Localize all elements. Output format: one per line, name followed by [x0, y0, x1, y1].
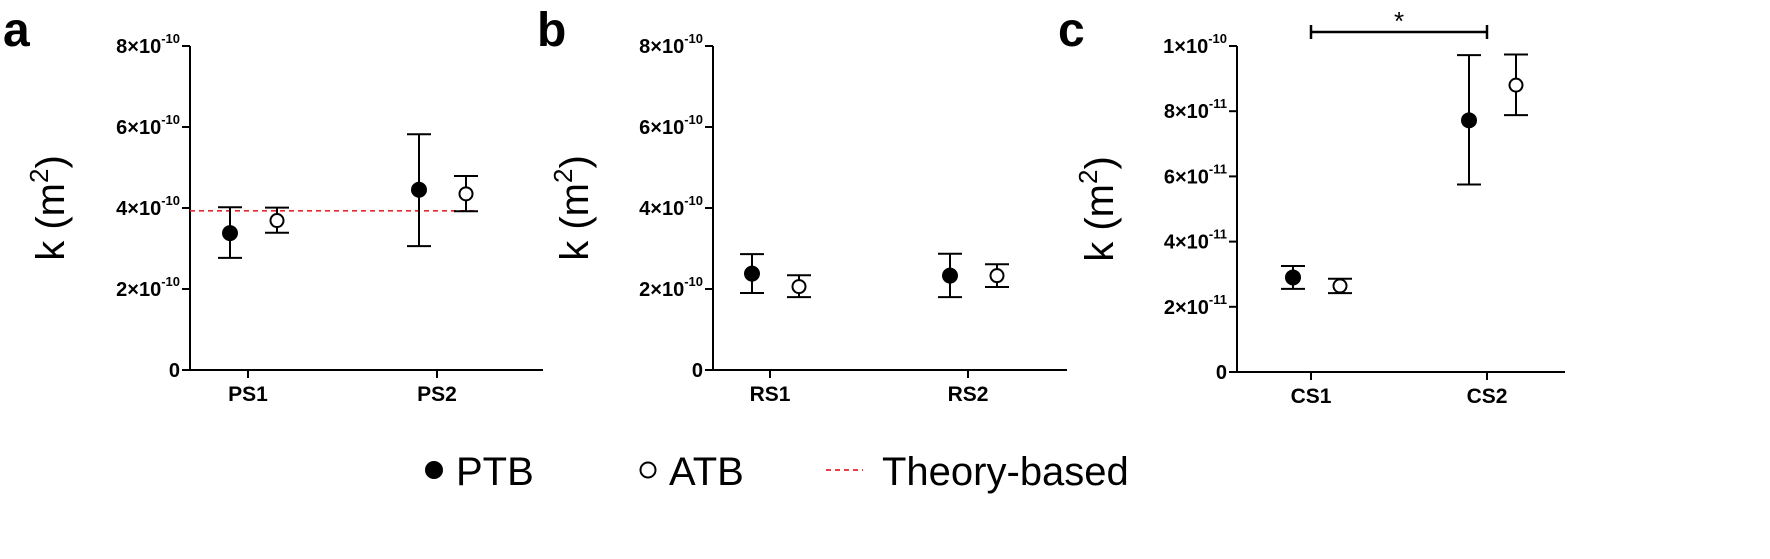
y-tick-label: 2×10-10: [116, 274, 180, 301]
data-point-ptb: [744, 265, 760, 282]
y-tick-label: 6×10-10: [116, 112, 180, 139]
y-tick-exponent: -10: [1208, 31, 1227, 46]
panel-letter: c: [1058, 4, 1085, 57]
y-tick-label: 0: [692, 360, 703, 382]
y-axis-title-close: ): [553, 155, 597, 168]
y-tick-mantissa: 2×10: [116, 279, 161, 301]
y-tick-exponent: -10: [684, 193, 703, 208]
y-tick-exponent: -11: [1209, 96, 1227, 111]
y-tick-label: 8×10-10: [116, 31, 180, 58]
x-category-label: CS1: [1291, 385, 1332, 408]
y-tick-exponent: -10: [684, 31, 703, 46]
y-tick-label: 6×10-10: [639, 112, 703, 139]
y-tick-mantissa: 8×10: [639, 36, 684, 58]
legend-label-theory-based: Theory-based: [882, 450, 1129, 494]
y-axis-title-base: k (m: [1078, 184, 1122, 262]
data-point-atb: [989, 268, 1005, 284]
y-tick-mantissa: 6×10: [639, 117, 684, 139]
y-tick-label: 1×10-10: [1163, 31, 1227, 58]
data-point-ptb: [942, 267, 958, 284]
y-tick-mantissa: 8×10: [1164, 101, 1209, 123]
x-category-label: PS2: [417, 383, 457, 406]
panel-c: c02×10-114×10-116×10-118×10-111×10-10CS1…: [1058, 4, 1565, 408]
data-point-atb: [458, 186, 474, 202]
data-point-ptb: [411, 181, 427, 198]
y-tick-mantissa: 2×10: [639, 279, 684, 301]
y-tick-exponent: -10: [161, 193, 180, 208]
y-tick-mantissa: 2×10: [1164, 297, 1209, 319]
significance-label: *: [1394, 6, 1404, 36]
y-tick-exponent: -10: [684, 274, 703, 289]
data-point-atb: [269, 213, 285, 229]
y-tick-exponent: -10: [684, 112, 703, 127]
legend-label-ptb: PTB: [456, 450, 534, 494]
legend-marker-atb: [639, 461, 657, 479]
y-tick-exponent: -11: [1209, 292, 1227, 307]
y-tick-label: 8×10-11: [1164, 96, 1227, 123]
x-category-label: PS1: [228, 383, 268, 406]
y-tick-mantissa: 4×10: [639, 198, 684, 220]
y-tick-mantissa: 0: [169, 360, 180, 382]
x-category-label: RS2: [948, 383, 989, 406]
y-tick-label: 2×10-10: [639, 274, 703, 301]
y-tick-label: 2×10-11: [1164, 292, 1227, 319]
y-axis-title-sup: 2: [548, 169, 578, 183]
legend-marker-ptb: [425, 461, 443, 479]
x-category-label: CS2: [1467, 385, 1508, 408]
y-tick-mantissa: 0: [692, 360, 703, 382]
y-tick-mantissa: 4×10: [116, 198, 161, 220]
y-tick-label: 6×10-11: [1164, 161, 1227, 188]
y-axis-title: k (m2): [24, 155, 73, 261]
y-tick-exponent: -10: [161, 31, 180, 46]
y-tick-mantissa: 6×10: [116, 117, 161, 139]
panel-letter: a: [3, 4, 30, 57]
data-point-atb: [791, 279, 807, 295]
y-tick-mantissa: 1×10: [1163, 36, 1208, 58]
y-tick-exponent: -10: [161, 112, 180, 127]
data-point-atb: [1508, 77, 1524, 93]
y-tick-label: 4×10-10: [116, 193, 180, 220]
y-tick-label: 4×10-11: [1164, 227, 1227, 254]
data-point-ptb: [1285, 269, 1301, 286]
x-category-label: RS1: [750, 383, 791, 406]
y-axis-title-sup: 2: [1073, 170, 1103, 184]
y-tick-label: 0: [1216, 362, 1227, 384]
y-axis-title: k (m2): [548, 155, 597, 261]
y-tick-exponent: -10: [161, 274, 180, 289]
y-tick-mantissa: 8×10: [116, 36, 161, 58]
y-tick-label: 0: [169, 360, 180, 382]
y-tick-mantissa: 0: [1216, 362, 1227, 384]
data-point-ptb: [1461, 112, 1477, 129]
data-point-atb: [1332, 278, 1348, 294]
y-tick-label: 4×10-10: [639, 193, 703, 220]
legend: PTB ATB Theory-based: [425, 450, 1129, 494]
y-axis-title-base: k (m: [29, 183, 73, 261]
y-axis-title-close: ): [1078, 156, 1122, 169]
y-axis-title-close: ): [29, 155, 73, 168]
y-axis-title-base: k (m: [553, 183, 597, 261]
y-tick-exponent: -11: [1209, 161, 1227, 176]
panel-letter: b: [537, 4, 566, 57]
y-tick-exponent: -11: [1209, 227, 1227, 242]
y-tick-label: 8×10-10: [639, 31, 703, 58]
legend-label-atb: ATB: [669, 450, 744, 494]
y-axis-title-sup: 2: [24, 169, 54, 183]
y-tick-mantissa: 6×10: [1164, 166, 1209, 188]
data-point-ptb: [222, 225, 238, 242]
y-axis-title: k (m2): [1073, 156, 1122, 262]
y-tick-mantissa: 4×10: [1164, 232, 1209, 254]
